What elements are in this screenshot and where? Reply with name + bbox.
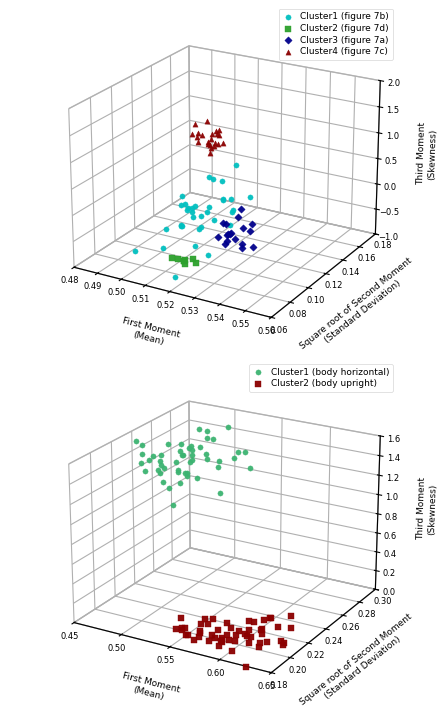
X-axis label: First Moment
(Mean): First Moment (Mean) xyxy=(119,316,181,350)
X-axis label: First Moment
(Mean): First Moment (Mean) xyxy=(119,671,181,705)
Y-axis label: Square root of Second Moment
(Standard Deviation): Square root of Second Moment (Standard D… xyxy=(298,612,420,712)
Legend: Cluster1 (body horizontal), Cluster2 (body upright): Cluster1 (body horizontal), Cluster2 (bo… xyxy=(249,364,392,392)
Legend: Cluster1 (figure 7b), Cluster2 (figure 7d), Cluster3 (figure 7a), Cluster4 (figu: Cluster1 (figure 7b), Cluster2 (figure 7… xyxy=(279,9,392,60)
Y-axis label: Square root of Second Moment
(Standard Deviation): Square root of Second Moment (Standard D… xyxy=(298,256,420,360)
